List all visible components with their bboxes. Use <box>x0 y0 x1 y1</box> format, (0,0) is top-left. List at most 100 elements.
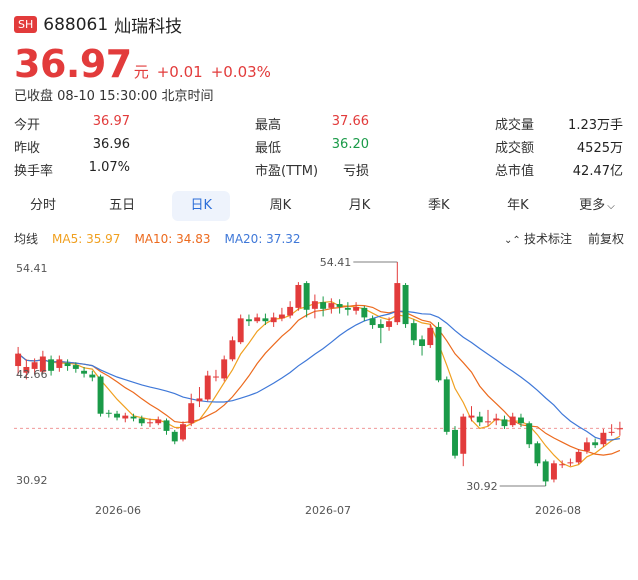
stock-header: SH 688061 灿瑞科技 <box>14 12 182 37</box>
candle-body <box>443 379 450 432</box>
tab-daily-k[interactable]: 日K <box>172 191 231 221</box>
candle <box>386 317 393 331</box>
candle-body <box>517 417 524 424</box>
candle <box>517 413 524 428</box>
stat-label: 最高 <box>255 118 282 133</box>
candle-body <box>468 415 475 418</box>
candle <box>23 359 30 380</box>
candle-body <box>476 416 483 423</box>
stats-row: 昨收 36.96 最低 36.20 成交额 4525万 <box>14 135 626 158</box>
stat-label: 昨收 <box>14 141 41 156</box>
candle <box>48 355 55 376</box>
indicator-button[interactable]: ⌄⌃ 技术标注 <box>504 230 572 247</box>
candle <box>501 415 508 429</box>
candle <box>130 413 137 422</box>
tab-yearly-k[interactable]: 年K <box>507 198 529 213</box>
candle-body <box>180 424 186 440</box>
candle <box>188 393 195 427</box>
candle-body <box>105 412 112 414</box>
market-status: 已收盘 08-10 15:30:00 北京时间 <box>14 89 214 104</box>
candle-body <box>386 321 393 327</box>
candle-body <box>270 317 277 323</box>
exchange-badge: SH <box>14 16 38 33</box>
stat-label: 成交额 <box>495 141 535 156</box>
current-price: 36.97 <box>14 42 132 86</box>
candle-body <box>254 317 261 322</box>
candle-body <box>171 431 178 442</box>
price-unit: 元 <box>133 63 149 81</box>
candle-body <box>377 324 384 328</box>
stat-value: 37.66 <box>331 114 369 129</box>
candle-body <box>608 431 615 433</box>
y-axis-label: 42.66 <box>16 368 48 381</box>
tab-quarterly-k[interactable]: 季K <box>427 198 450 213</box>
candle <box>180 421 186 442</box>
candle <box>221 355 228 382</box>
kline-chart[interactable]: 54.41 30.92 54.41 42.66 30.92 2026-06 2026-0… <box>0 250 638 530</box>
candle <box>509 412 516 428</box>
high-price-label: 54.41 <box>320 256 352 269</box>
candle <box>31 358 38 375</box>
candle <box>616 421 623 436</box>
candle <box>419 335 426 356</box>
tab-five-day[interactable]: 五日 <box>109 198 136 213</box>
candle <box>608 424 615 436</box>
candle-body <box>97 376 104 414</box>
candle <box>402 283 409 328</box>
candle-body <box>48 359 55 371</box>
stock-name: 灿瑞科技 <box>114 17 183 37</box>
candle-body <box>550 463 557 480</box>
candle <box>534 441 541 467</box>
candle <box>476 411 483 427</box>
adjust-button[interactable]: 前复权 <box>587 232 624 246</box>
stat-value: 36.96 <box>92 137 130 152</box>
candle-body <box>592 442 599 446</box>
stat-label: 最低 <box>255 141 282 156</box>
ma10-line <box>17 304 621 456</box>
candle <box>336 299 343 314</box>
stock-code: 688061 <box>43 14 109 35</box>
candle-body <box>114 413 121 418</box>
candle <box>320 296 327 317</box>
candle <box>39 350 46 374</box>
candle-body <box>493 418 500 421</box>
stat-label: 今开 <box>14 118 41 133</box>
candle-body <box>147 422 153 424</box>
candle <box>600 428 607 448</box>
ma20-line <box>17 310 620 441</box>
candle-body <box>369 318 376 326</box>
stat-label: 换手率 <box>14 164 54 179</box>
candle-body <box>295 284 302 308</box>
candle-body <box>501 419 508 427</box>
quote-stats: 今开 36.97 最高 37.66 成交量 1.23万手 昨收 36.96 最低 36.2… <box>14 112 626 181</box>
candle <box>64 359 71 371</box>
candle <box>229 336 236 362</box>
candle-body <box>130 416 137 419</box>
candle-body <box>542 461 549 482</box>
tab-monthly-k[interactable]: 月K <box>348 198 371 213</box>
stat-value: 36.20 <box>331 137 369 152</box>
candle-body <box>287 306 294 316</box>
candle-body <box>64 363 71 367</box>
candle-body <box>394 283 401 323</box>
candle <box>303 281 310 318</box>
candle-body <box>353 306 360 311</box>
candle <box>237 314 244 345</box>
price-change-pct: +0.03% <box>210 63 271 81</box>
tab-weekly-k[interactable]: 周K <box>269 198 292 213</box>
candle <box>452 426 458 459</box>
candle <box>97 374 104 417</box>
candle <box>567 458 574 467</box>
candle-body <box>229 340 236 360</box>
candle <box>542 459 549 486</box>
x-axis-label: 2026-06 <box>95 504 141 517</box>
candle <box>155 416 162 426</box>
candle <box>295 282 302 311</box>
candle <box>592 438 599 449</box>
candle-body <box>303 283 310 310</box>
tab-more[interactable]: 更多 ⌵ <box>568 191 626 221</box>
candle-body <box>328 303 335 308</box>
tab-intraday[interactable]: 分时 <box>29 198 56 213</box>
candle <box>163 418 170 435</box>
candle <box>485 409 491 427</box>
